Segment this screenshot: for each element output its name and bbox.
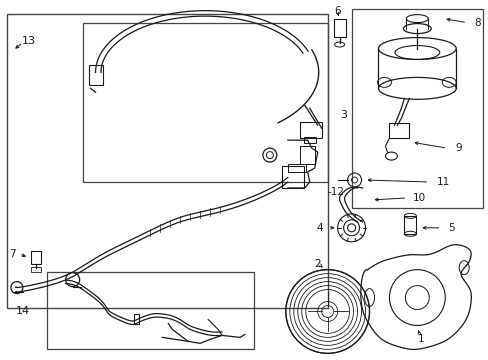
Bar xyxy=(388,123,408,138)
Bar xyxy=(88,66,102,85)
Text: 7: 7 xyxy=(9,249,16,259)
Bar xyxy=(351,9,482,208)
Bar xyxy=(299,146,314,164)
Bar xyxy=(7,14,327,307)
Text: 13: 13 xyxy=(22,36,36,46)
Bar xyxy=(404,216,415,234)
Bar xyxy=(333,19,345,37)
Bar xyxy=(31,251,41,264)
Text: 1: 1 xyxy=(417,334,424,345)
Bar xyxy=(31,267,41,272)
Bar xyxy=(47,272,253,349)
Text: 5: 5 xyxy=(447,223,453,233)
Bar xyxy=(134,315,139,324)
Text: 3: 3 xyxy=(340,110,346,120)
Bar xyxy=(281,166,303,188)
Text: 11: 11 xyxy=(436,177,449,187)
Bar xyxy=(287,164,305,172)
Text: 4: 4 xyxy=(316,223,323,233)
Bar xyxy=(299,122,321,138)
Text: -12: -12 xyxy=(327,187,344,197)
Text: 6: 6 xyxy=(334,6,340,15)
Bar xyxy=(303,137,315,143)
Text: 8: 8 xyxy=(473,18,479,28)
Text: 9: 9 xyxy=(455,143,462,153)
Text: 10: 10 xyxy=(412,193,425,203)
Bar xyxy=(82,23,327,182)
Text: 14: 14 xyxy=(16,306,30,316)
Text: 2: 2 xyxy=(314,259,321,269)
